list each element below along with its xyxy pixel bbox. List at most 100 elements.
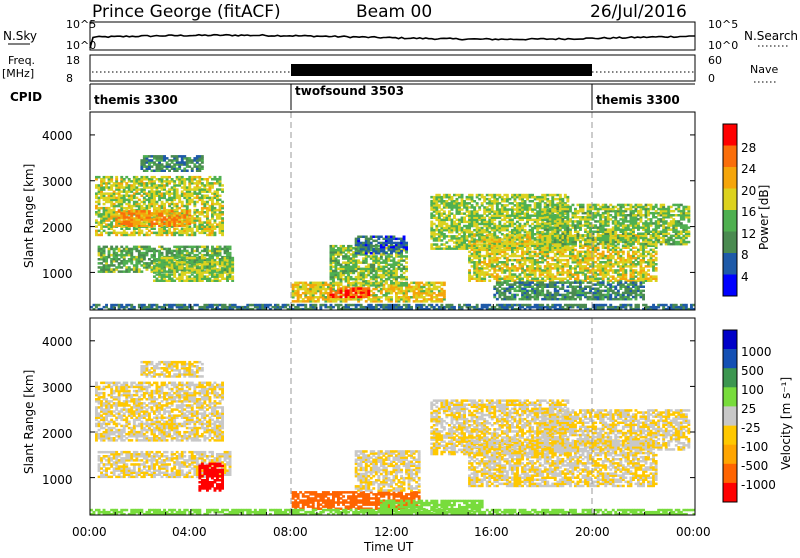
power-cell	[410, 296, 413, 299]
power-cell	[433, 223, 436, 226]
power-cell	[524, 240, 527, 243]
power-cell	[98, 230, 101, 233]
power-cell	[198, 256, 201, 259]
power-cell	[539, 249, 542, 252]
power-cell	[130, 180, 133, 183]
power-cell	[193, 257, 196, 260]
power-cell	[178, 246, 181, 249]
power-cell	[203, 195, 206, 198]
power-cell	[219, 195, 222, 198]
power-cell	[521, 263, 524, 266]
power-cell	[108, 207, 111, 210]
power-cell	[183, 225, 186, 228]
power-cell	[118, 225, 121, 228]
power-cell	[183, 205, 186, 208]
power-cell	[219, 265, 222, 268]
power-cell	[501, 233, 504, 236]
power-cell	[188, 220, 191, 223]
power-cell	[158, 190, 161, 193]
power-cell	[531, 227, 534, 230]
power-cell	[539, 261, 542, 264]
power-cell	[209, 182, 212, 185]
power-cell	[498, 238, 501, 241]
power-cell	[488, 253, 491, 256]
power-cell	[398, 296, 401, 299]
power-cell	[405, 282, 408, 285]
power-cell	[534, 267, 537, 270]
power-cell	[125, 207, 128, 210]
power-cell	[120, 190, 123, 193]
power-cell	[163, 269, 166, 272]
power-cell	[138, 188, 141, 191]
power-cell	[216, 273, 219, 276]
power-cell	[332, 270, 335, 273]
power-cell	[211, 223, 214, 226]
power-cell	[372, 240, 375, 243]
power-cell	[481, 278, 484, 281]
power-cell	[153, 280, 156, 283]
twofsound-frequency-band	[291, 64, 592, 76]
power-cell	[161, 246, 164, 249]
power-cell	[370, 294, 373, 297]
power-cell	[443, 282, 446, 285]
power-cell	[171, 218, 174, 221]
power-cell	[468, 202, 471, 205]
power-cell	[559, 259, 562, 262]
power-cell	[372, 248, 375, 251]
power-cell	[370, 282, 373, 285]
power-cell	[193, 201, 196, 204]
power-cell	[352, 247, 355, 250]
power-cell	[486, 206, 489, 209]
power-cell	[173, 209, 176, 212]
power-cell	[536, 240, 539, 243]
power-cell	[138, 178, 141, 181]
power-cell	[534, 233, 537, 236]
power-cell	[115, 197, 118, 200]
power-cell	[332, 294, 335, 297]
power-cell	[203, 271, 206, 274]
power-cell	[405, 266, 408, 269]
power-cell	[118, 248, 121, 251]
power-cell	[382, 294, 385, 297]
power-cell	[103, 264, 106, 267]
power-cell	[514, 273, 517, 276]
power-cell	[188, 234, 191, 237]
power-cell	[161, 252, 164, 255]
power-cell	[135, 186, 138, 189]
power-cell	[181, 210, 184, 213]
power-cell	[395, 238, 398, 241]
power-cell	[355, 238, 358, 241]
power-cell	[166, 190, 169, 193]
power-cell	[163, 155, 166, 158]
power-cell	[388, 296, 391, 299]
power-cell	[173, 155, 176, 158]
power-cell	[503, 214, 506, 217]
power-cell	[468, 234, 471, 237]
power-cell	[100, 248, 103, 251]
power-cell	[196, 246, 199, 249]
power-cell	[514, 242, 517, 245]
power-cell	[143, 246, 146, 249]
power-cell	[128, 234, 131, 237]
power-cell	[453, 200, 456, 203]
power-cell	[176, 176, 179, 179]
power-cell	[503, 198, 506, 201]
power-cell	[493, 238, 496, 241]
power-cell	[514, 265, 517, 268]
power-cell	[342, 261, 345, 264]
power-cell	[219, 203, 222, 206]
power-cell	[463, 229, 466, 232]
power-cell	[143, 207, 146, 210]
power-cell	[382, 284, 385, 287]
power-cell	[148, 178, 151, 181]
power-cell	[488, 238, 491, 241]
power-cell	[231, 275, 234, 278]
power-cell	[118, 214, 121, 217]
power-cell	[524, 200, 527, 203]
power-cell	[161, 192, 164, 195]
power-cell	[178, 273, 181, 276]
power-cell	[173, 203, 176, 206]
power-cell	[153, 190, 156, 193]
power-cell	[120, 246, 123, 249]
power-cell	[123, 207, 126, 210]
